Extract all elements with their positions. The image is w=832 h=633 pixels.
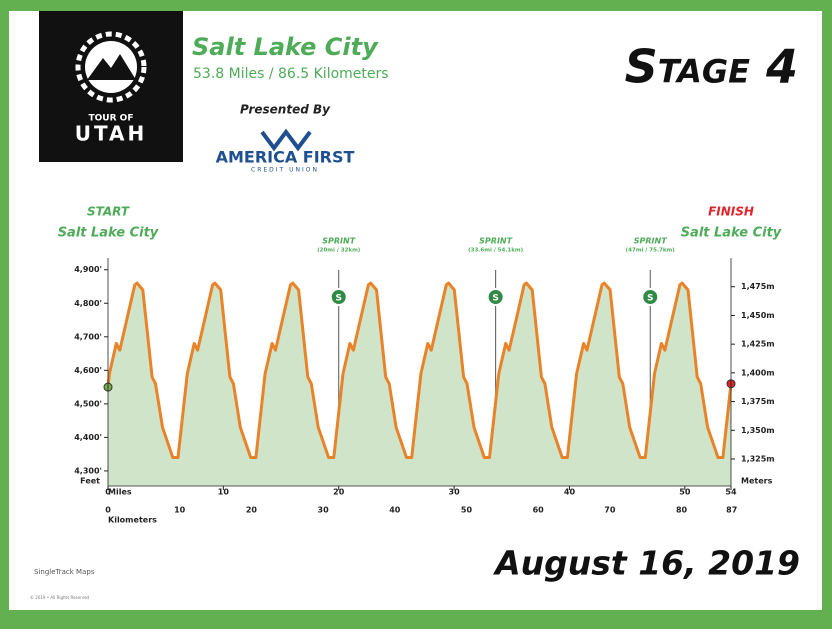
sponsor: AMERICA FIRST [216, 148, 355, 167]
y2-tick-label: 1,450m [741, 311, 775, 320]
sprint-detail: (47mi / 75.7km) [626, 248, 676, 254]
presented-by: Presented By [240, 103, 331, 117]
sponsor-icon [260, 128, 312, 152]
sprint-icon: S [492, 294, 498, 304]
x2-tick-label: 0 [105, 506, 111, 515]
sprint-detail: (33.6mi / 54.1km) [468, 248, 523, 254]
x2-tick-label: 50 [461, 506, 473, 515]
y-tick-label: 4,600' [74, 366, 102, 375]
x2-tick-label: 87 [726, 506, 737, 515]
subtitle: 53.8 Miles / 86.5 Kilometers [193, 66, 389, 82]
logo-icon [75, 31, 147, 103]
x-tick-label: 10 [218, 488, 230, 497]
elevation-area [108, 283, 731, 486]
x-axis-label: Miles [108, 488, 132, 497]
x-tick-label: 30 [449, 488, 461, 497]
x2-tick-label: 70 [604, 506, 616, 515]
x2-tick-label: 20 [246, 506, 258, 515]
x2-tick-label: 60 [533, 506, 545, 515]
date: August 16, 2019 [492, 544, 800, 583]
x2-tick-label: 80 [676, 506, 688, 515]
y2-tick-label: 1,400m [741, 368, 775, 377]
credit: SingleTrack Maps [34, 568, 95, 576]
y2-tick-label: 1,475m [741, 282, 775, 291]
logo-top: TOUR OF [89, 114, 134, 124]
y-axis-label: Feet [80, 477, 100, 486]
sprint-icon: S [647, 294, 653, 304]
y2-tick-label: 1,425m [741, 340, 775, 349]
logo-bottom: UTAH [75, 122, 148, 146]
stage: Stage 4 [625, 40, 798, 94]
x-tick-label: 40 [564, 488, 576, 497]
sprint-label: SPRINT [634, 237, 667, 246]
y-tick-label: 4,400' [74, 433, 102, 442]
x2-tick-label: 10 [174, 506, 186, 515]
x-tick-label: 20 [333, 488, 345, 497]
finish-label: FINISH [708, 205, 754, 219]
y-tick-label: 4,700' [74, 332, 102, 341]
sponsor-sub: CREDIT UNION [251, 167, 319, 174]
x-tick-label: 50 [679, 488, 691, 497]
sprint-detail: (20mi / 32km) [317, 248, 361, 254]
y-tick-label: 4,900' [74, 265, 102, 274]
sprint-label: SPRINT [479, 237, 512, 246]
title: Salt Lake City [192, 33, 379, 61]
x-tick-label: 54 [725, 488, 737, 497]
finish-place: Salt Lake City [681, 226, 782, 241]
x2-axis-label: Kilometers [108, 516, 157, 525]
sprint-icon: S [335, 294, 341, 304]
elevation-line [106, 281, 733, 459]
sprint-icon-bg [486, 288, 505, 306]
y2-tick-label: 1,375m [741, 397, 775, 406]
copyright: © 2019 • All Rights Reserved [30, 595, 90, 600]
y2-tick-label: 1,325m [741, 455, 775, 464]
start-place: Salt Lake City [58, 226, 159, 241]
x2-tick-label: 30 [318, 506, 330, 515]
y-tick-label: 4,800' [74, 299, 102, 308]
y-tick-label: 4,300' [74, 466, 102, 475]
sprint-label: SPRINT [322, 237, 355, 246]
y2-tick-label: 1,350m [741, 426, 775, 435]
start-label: START [87, 205, 130, 219]
sprint-icon-bg [329, 288, 348, 306]
y2-axis-label: Meters [741, 477, 773, 486]
x-tick-label: 0 [105, 488, 111, 497]
sprint-icon-bg [641, 288, 660, 306]
y-tick-label: 4,500' [74, 399, 102, 408]
x2-tick-label: 40 [389, 506, 401, 515]
